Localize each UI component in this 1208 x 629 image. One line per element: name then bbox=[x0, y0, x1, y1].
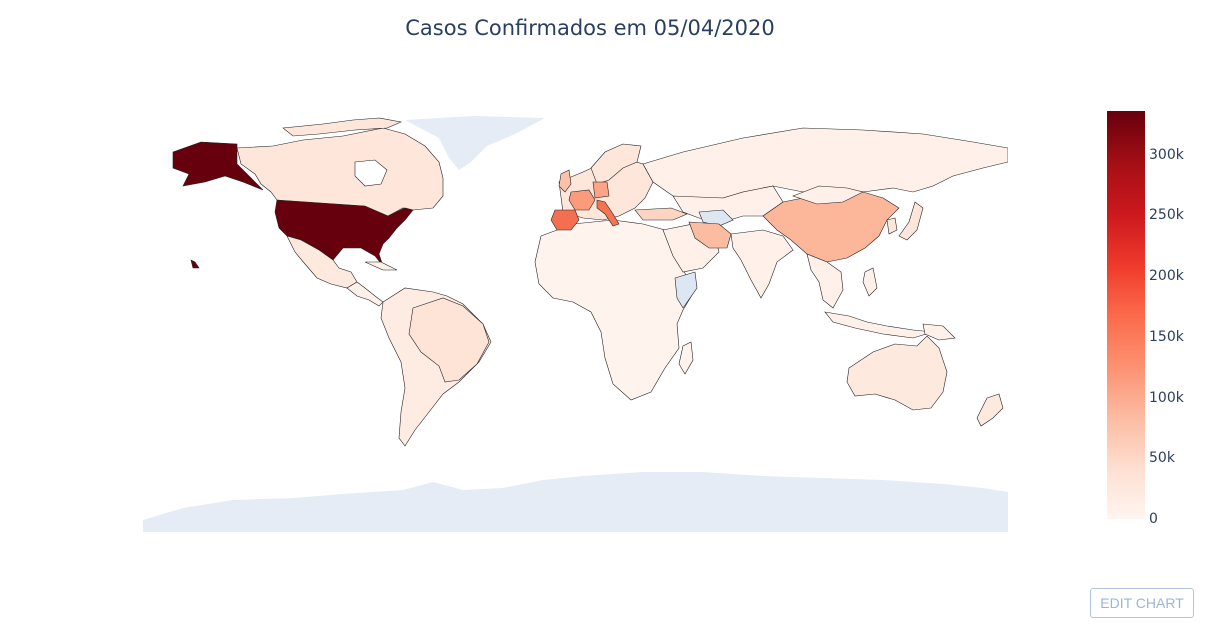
region-philippines[interactable] bbox=[862, 267, 878, 297]
region-korea[interactable] bbox=[886, 217, 898, 235]
region-southeast-asia[interactable] bbox=[806, 253, 844, 309]
region-africa[interactable] bbox=[534, 219, 696, 401]
region-italy[interactable] bbox=[596, 199, 620, 227]
region-cuba[interactable] bbox=[364, 261, 398, 271]
region-antarctica[interactable] bbox=[143, 472, 1008, 532]
colorbar-tick-label: 100k bbox=[1149, 389, 1184, 406]
region-indonesia[interactable] bbox=[824, 311, 934, 339]
region-india[interactable] bbox=[730, 229, 794, 299]
region-canada-islands[interactable] bbox=[282, 117, 403, 137]
region-turkmenistan[interactable] bbox=[698, 209, 734, 227]
world-map[interactable] bbox=[143, 112, 1008, 532]
region-canada[interactable] bbox=[236, 127, 444, 217]
colorbar-tick-label: 250k bbox=[1149, 207, 1184, 224]
chart-title: Casos Confirmados em 05/04/2020 bbox=[405, 16, 775, 40]
region-hawaii[interactable] bbox=[190, 259, 200, 269]
region-mongolia[interactable] bbox=[792, 185, 864, 205]
region-central-america[interactable] bbox=[346, 281, 384, 307]
region-uk[interactable] bbox=[558, 169, 572, 193]
colorbar-tick-label: 150k bbox=[1149, 328, 1184, 345]
hudson-bay bbox=[354, 159, 388, 187]
region-somalia[interactable] bbox=[674, 271, 698, 309]
colorbar-tick-label: 50k bbox=[1149, 450, 1175, 467]
region-brazil[interactable] bbox=[408, 297, 490, 383]
region-iran[interactable] bbox=[688, 221, 732, 249]
region-greenland[interactable] bbox=[405, 116, 545, 170]
map-svg bbox=[143, 116, 1008, 532]
region-png[interactable] bbox=[922, 323, 956, 341]
colorbar-tick-label: 200k bbox=[1149, 268, 1184, 285]
region-germany[interactable] bbox=[592, 181, 610, 199]
region-new-zealand[interactable] bbox=[976, 393, 1004, 427]
region-madagascar[interactable] bbox=[678, 341, 694, 375]
region-japan[interactable] bbox=[898, 201, 924, 241]
colorbar-tick-label: 0 bbox=[1149, 511, 1158, 527]
region-france[interactable] bbox=[568, 189, 596, 211]
region-alaska[interactable] bbox=[172, 141, 264, 191]
colorbar bbox=[1107, 111, 1145, 519]
edit-chart-button[interactable]: EDIT CHART bbox=[1090, 588, 1194, 618]
region-spain[interactable] bbox=[550, 209, 580, 231]
region-turkey[interactable] bbox=[634, 207, 688, 221]
colorbar-tick-label: 300k bbox=[1149, 146, 1184, 163]
region-australia[interactable] bbox=[846, 335, 948, 411]
